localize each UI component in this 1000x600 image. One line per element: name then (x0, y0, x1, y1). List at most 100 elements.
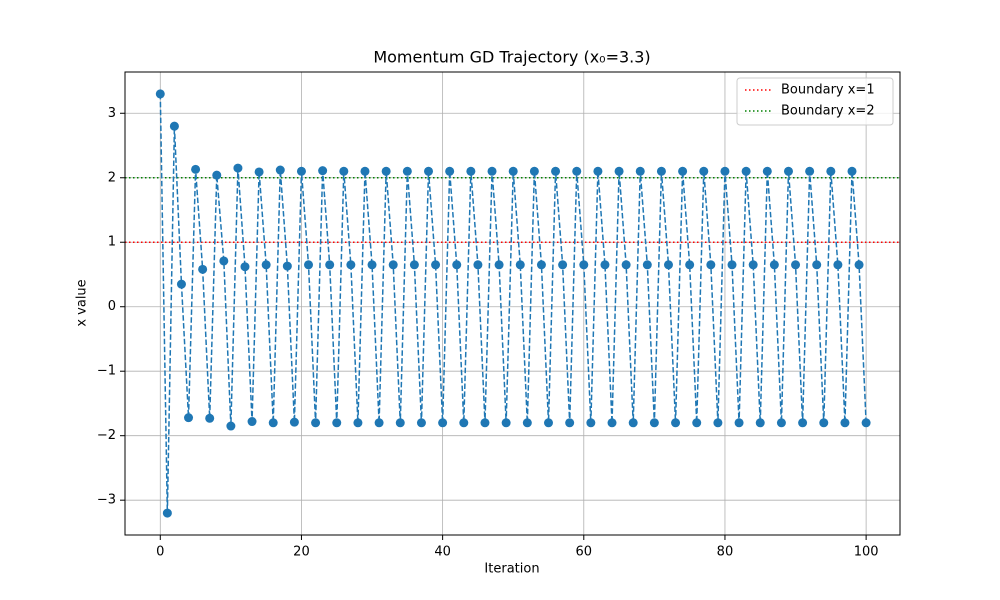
point (671, 418, 681, 428)
point (515, 260, 525, 270)
point (791, 260, 801, 270)
point (692, 418, 702, 428)
point (769, 260, 779, 270)
point (261, 260, 271, 270)
point (748, 260, 758, 270)
point (833, 260, 843, 270)
y-tick-label: 2 (108, 170, 116, 185)
point (487, 166, 497, 176)
point (219, 256, 229, 266)
x-tick-label: 80 (717, 545, 734, 560)
point (840, 418, 850, 428)
point (755, 418, 765, 428)
point (649, 418, 659, 428)
point (706, 260, 716, 270)
point (304, 260, 314, 270)
point (275, 165, 285, 175)
point (240, 262, 250, 272)
point (586, 418, 596, 428)
point (847, 166, 857, 176)
point (395, 418, 405, 428)
point (205, 413, 215, 423)
point (480, 418, 490, 428)
point (656, 166, 666, 176)
point (628, 418, 638, 428)
point (191, 164, 201, 174)
point (826, 166, 836, 176)
point (522, 418, 532, 428)
point (812, 260, 822, 270)
point (445, 166, 455, 176)
point (466, 166, 476, 176)
point (332, 418, 342, 428)
point (212, 170, 222, 180)
point (247, 417, 257, 427)
y-tick-label: −2 (97, 428, 116, 443)
point (381, 166, 391, 176)
point (402, 166, 412, 176)
y-tick-label: −1 (97, 364, 116, 379)
x-axis-label: Iteration (484, 562, 539, 577)
x-tick-label: 0 (156, 545, 164, 560)
point (776, 418, 786, 428)
point (289, 417, 299, 427)
chart-title: Momentum GD Trajectory (x₀=3.3) (373, 48, 650, 67)
point (572, 166, 582, 176)
point (431, 260, 441, 270)
point (169, 121, 179, 131)
point (720, 166, 730, 176)
point (452, 260, 462, 270)
y-axis-label: x value (75, 279, 90, 326)
point (325, 260, 335, 270)
y-tick-label: 0 (108, 299, 116, 314)
point (162, 508, 172, 518)
point (416, 418, 426, 428)
point (296, 166, 306, 176)
legend: Boundary x=1 Boundary x=2 (736, 77, 894, 126)
legend-label: Boundary x=2 (781, 104, 875, 119)
point (642, 260, 652, 270)
point (734, 418, 744, 428)
point (805, 166, 815, 176)
point (663, 260, 673, 270)
point (558, 260, 568, 270)
point (311, 418, 321, 428)
point (233, 163, 243, 173)
point (424, 166, 434, 176)
point (861, 418, 871, 428)
point (551, 166, 561, 176)
point (282, 261, 292, 271)
point (635, 166, 645, 176)
point (155, 89, 165, 99)
point (543, 418, 553, 428)
y-tick-label: −3 (97, 493, 116, 508)
point (713, 418, 723, 428)
point (254, 167, 264, 177)
point (508, 166, 518, 176)
point (268, 418, 278, 428)
point (536, 260, 546, 270)
point (593, 166, 603, 176)
point (184, 413, 194, 423)
point (621, 260, 631, 270)
point (529, 166, 539, 176)
y-tick-label: 3 (108, 106, 116, 121)
point (473, 260, 483, 270)
point (367, 260, 377, 270)
point (388, 260, 398, 270)
x-tick-label: 100 (854, 545, 879, 560)
point (579, 260, 589, 270)
point (360, 166, 370, 176)
point (501, 418, 511, 428)
point (494, 260, 504, 270)
point (318, 166, 328, 176)
point (459, 418, 469, 428)
point (339, 166, 349, 176)
point (198, 264, 208, 274)
point (226, 421, 236, 431)
point (854, 260, 864, 270)
point (607, 418, 617, 428)
point (727, 260, 737, 270)
